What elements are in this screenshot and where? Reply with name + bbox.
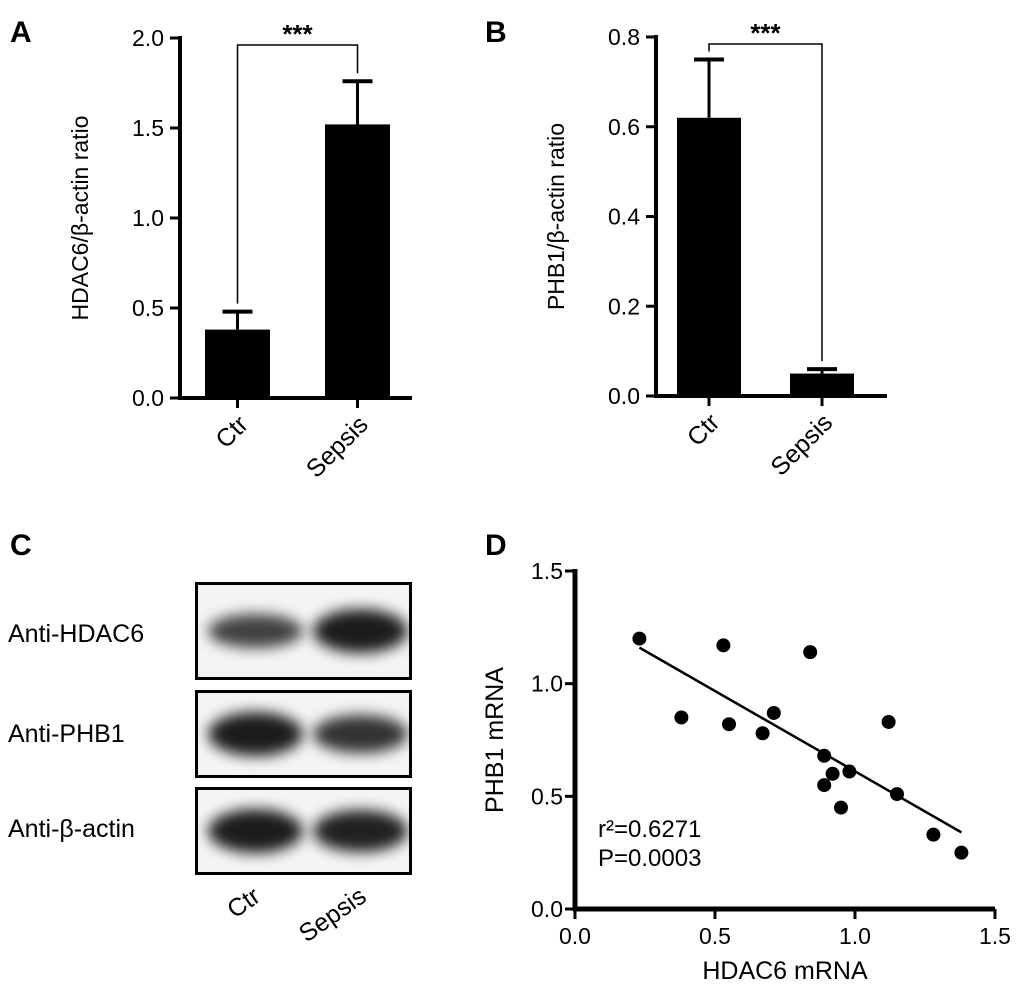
a-x-tick-label: Ctr — [210, 410, 253, 453]
c-lane-label-sepsis: Sepsis — [294, 882, 372, 948]
b-x-tick-label: Sepsis — [765, 408, 838, 481]
d-data-point — [881, 714, 896, 729]
d-x-tick-label: 1.5 — [979, 923, 1011, 949]
blot-band — [313, 609, 408, 653]
b-y-tick-label: 0.4 — [608, 204, 640, 230]
d-data-point — [632, 631, 647, 646]
panel-label-a: A — [10, 16, 32, 49]
d-x-tick-label: 0.5 — [699, 923, 731, 949]
d-data-point — [825, 766, 840, 781]
d-regression-line — [638, 646, 963, 834]
blot-hdac6 — [195, 582, 412, 680]
panel-label-b: B — [485, 16, 507, 49]
a-significance-label: *** — [282, 19, 313, 49]
d-y-tick-label: 0.5 — [531, 783, 563, 809]
a-y-tick-label: 1.0 — [132, 205, 164, 231]
blot-band — [208, 809, 303, 853]
d-x-axis-label: HDAC6 mRNA — [702, 957, 868, 985]
a-x-tick-label: Sepsis — [301, 410, 374, 483]
d-data-point — [817, 748, 832, 763]
a-significance-bracket — [236, 44, 359, 304]
d-r-squared: r²=0.6271 — [598, 816, 701, 843]
d-data-point — [716, 638, 731, 653]
a-y-tick-label: 0.5 — [132, 295, 164, 321]
b-y-tick-label: 0.8 — [608, 24, 640, 50]
d-y-axis-label: PHB1 mRNA — [481, 667, 509, 813]
d-data-point — [722, 717, 736, 732]
d-x-tick-label: 1.0 — [839, 923, 871, 949]
a-y-tick-label: 1.5 — [132, 115, 164, 141]
blot-phb1 — [195, 690, 412, 778]
blot-actin — [195, 787, 412, 875]
blot-band — [208, 712, 303, 756]
c-lane-label-ctr: Ctr — [222, 882, 265, 924]
d-data-point — [954, 845, 969, 860]
d-y-tick-label: 0.0 — [531, 896, 563, 922]
b-y-axis-label: PHB1/β-actin ratio — [543, 123, 569, 310]
b-bar-sepsis — [790, 373, 854, 396]
d-y-tick-label: 1.0 — [531, 671, 563, 697]
b-y-tick-label: 0.6 — [608, 114, 640, 140]
b-bar-ctr — [677, 117, 741, 397]
a-y-axis-label: HDAC6/β-actin ratio — [67, 116, 93, 321]
blot-label-phb1: Anti-PHB1 — [8, 720, 125, 748]
d-data-point — [755, 726, 770, 741]
blot-band — [313, 715, 408, 753]
a-y-tick-label: 2.0 — [132, 25, 164, 51]
b-x-tick-label: Ctr — [682, 408, 725, 451]
d-x-tick-label: 0.0 — [559, 923, 591, 949]
a-bar-ctr — [205, 329, 270, 398]
a-y-tick-label: 0.0 — [132, 385, 164, 411]
blot-label-hdac6: Anti-HDAC6 — [8, 620, 145, 648]
d-data-point — [926, 827, 941, 842]
d-data-point — [803, 645, 818, 660]
d-data-point — [842, 764, 857, 779]
b-y-tick-label: 0.0 — [608, 383, 640, 409]
b-significance-label: *** — [750, 18, 781, 48]
d-data-point — [674, 710, 689, 725]
d-data-point — [817, 778, 832, 793]
panel-label-d: D — [485, 529, 507, 562]
d-data-point — [766, 705, 781, 720]
d-data-point — [890, 787, 904, 802]
b-significance-bracket — [708, 43, 823, 362]
d-y-tick-label: 1.5 — [531, 558, 563, 584]
d-p-value: P=0.0003 — [598, 845, 701, 872]
blot-band — [208, 614, 303, 648]
blot-label-actin: Anti-β-actin — [8, 815, 135, 843]
d-data-point — [834, 800, 848, 815]
b-y-tick-label: 0.2 — [608, 293, 640, 319]
panel-label-c: C — [10, 529, 32, 562]
a-bar-sepsis — [325, 124, 390, 399]
blot-band — [313, 809, 408, 853]
